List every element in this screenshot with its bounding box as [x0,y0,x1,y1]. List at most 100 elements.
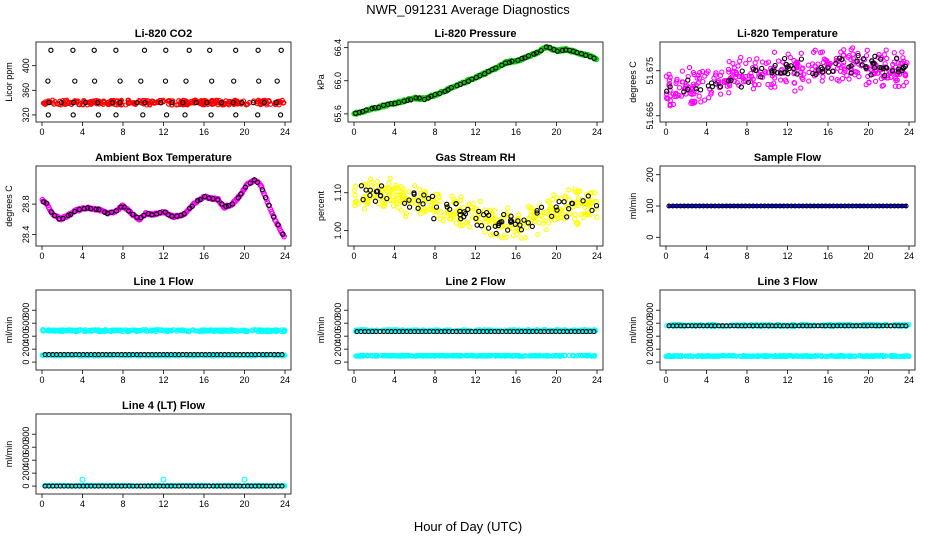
data-point [670,101,677,108]
x-tick-label: 4 [80,375,85,385]
data-point [398,207,405,213]
x-tick-label: 8 [432,127,437,137]
panel-title: Line 4 (LT) Flow [122,400,205,412]
panel-title: Line 2 Flow [446,276,506,288]
y-tick-label: 0 [333,360,343,365]
data-point [408,97,414,103]
data-point [790,66,797,72]
data-point [372,352,378,358]
data-point [900,83,907,89]
data-point [493,353,499,359]
data-point [437,90,443,97]
data-point [726,69,732,75]
data-point [580,198,586,204]
data-point [73,328,79,334]
panel-title: Line 1 Flow [134,276,194,288]
data-point [750,76,756,82]
data-point [453,220,459,226]
data-point [805,353,811,359]
data-point [363,187,369,193]
x-tick-label: 20 [239,375,249,385]
data-point [48,47,54,53]
x-tick-label: 24 [592,251,602,261]
data-point [118,204,124,210]
x-ticks: 0 4 8 12 16 20 24 [351,246,602,261]
data-point [538,353,544,359]
data-point [769,68,775,74]
data-point [574,49,580,56]
x-tick-label: 0 [351,127,356,137]
data-point [783,61,790,68]
data-points [663,321,912,360]
y-tick-label: 0 [645,360,655,365]
data-point [538,204,545,210]
x-tick-label: 12 [158,375,168,385]
data-point [169,99,175,106]
data-point [805,62,812,68]
data-point [380,203,387,210]
x-ticks: 0 4 8 12 16 20 24 [351,370,602,385]
data-point [764,353,770,360]
data-point [235,195,241,201]
data-point [806,78,812,84]
x-tick-label: 0 [39,499,44,509]
data-point [70,99,77,106]
data-point [882,72,888,79]
data-point [358,183,365,189]
data-point [448,216,454,222]
data-point [541,217,548,224]
panel-title: Li-820 CO2 [135,28,192,40]
data-point [199,328,205,334]
data-point [374,188,381,194]
data-point [414,353,420,359]
data-point [378,183,385,189]
data-point [194,328,200,334]
data-point [482,229,488,235]
data-point [742,78,749,84]
x-axis-label: Hour of Day (UTC) [414,519,522,534]
data-point [162,78,169,84]
data-point [768,65,774,71]
data-point [798,85,804,91]
data-point [589,353,595,359]
data-points [351,175,600,241]
data-point [486,353,492,359]
x-ticks: 0 4 8 12 16 20 24 [663,370,914,385]
data-point [363,107,369,113]
y-tick-label: 600 [21,440,31,455]
data-point [783,353,789,359]
data-point [585,193,591,199]
data-point [725,78,732,84]
data-point [48,327,54,334]
data-point [591,329,597,335]
data-point [772,62,778,69]
data-point [279,483,285,489]
data-point [469,215,476,221]
x-tick-label: 8 [744,127,749,137]
data-point [895,66,902,72]
data-point [499,353,505,359]
data-point [425,195,432,202]
data-point [84,205,91,211]
data-point [95,112,102,118]
data-point [685,73,691,80]
data-point [864,47,870,53]
data-point [699,68,706,75]
data-point [58,328,64,334]
data-point [113,112,119,118]
data-point [855,50,861,57]
data-point [508,213,514,219]
data-point [429,193,436,200]
data-point [372,184,378,190]
data-point [866,79,872,85]
data-point [693,88,699,95]
data-point [667,353,673,359]
data-point [587,212,593,218]
data-point [477,198,483,205]
data-point [589,207,595,214]
data-point [870,353,876,360]
data-point [141,47,148,53]
